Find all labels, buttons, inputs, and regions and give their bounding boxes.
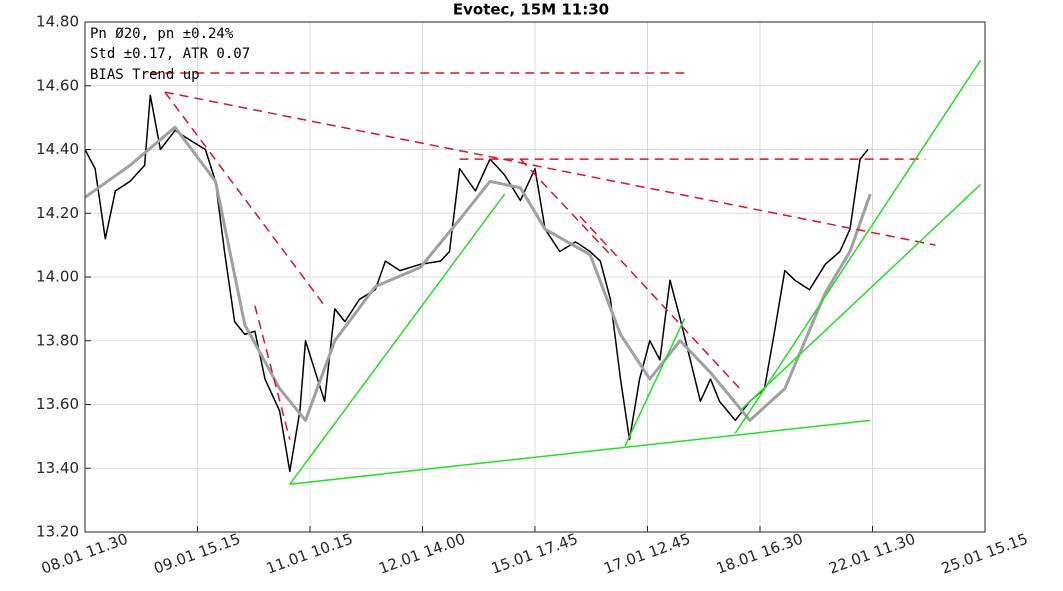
y-tick-label: 14.60	[36, 76, 79, 94]
y-tick-label: 13.80	[36, 331, 79, 349]
series-line	[739, 184, 982, 412]
chart-title: Evotec, 15M 11:30	[453, 1, 609, 19]
y-tick-label: 14.40	[36, 140, 79, 158]
plot	[84, 59, 982, 485]
series-line	[84, 125, 872, 422]
series-line	[254, 305, 291, 440]
annotation: BIAS Trend up	[90, 67, 200, 83]
series-line	[164, 91, 936, 246]
series-line	[579, 215, 741, 390]
series-line	[624, 318, 686, 447]
y-tick-label: 14.80	[36, 13, 79, 31]
annotation: Std ±0.17, ATR 0.07	[90, 46, 250, 62]
series-line	[289, 419, 871, 485]
series-line	[289, 193, 506, 485]
y-tick-label: 14.00	[36, 268, 79, 286]
y-tick-label: 13.20	[36, 523, 79, 541]
y-tick-label: 13.60	[36, 395, 79, 413]
annotation: Pn Ø20, pn ±0.24%	[90, 26, 234, 42]
y-tick-label: 14.20	[36, 204, 79, 222]
y-tick-label: 13.40	[36, 459, 79, 477]
series-line	[519, 158, 611, 256]
series-line	[734, 59, 982, 434]
